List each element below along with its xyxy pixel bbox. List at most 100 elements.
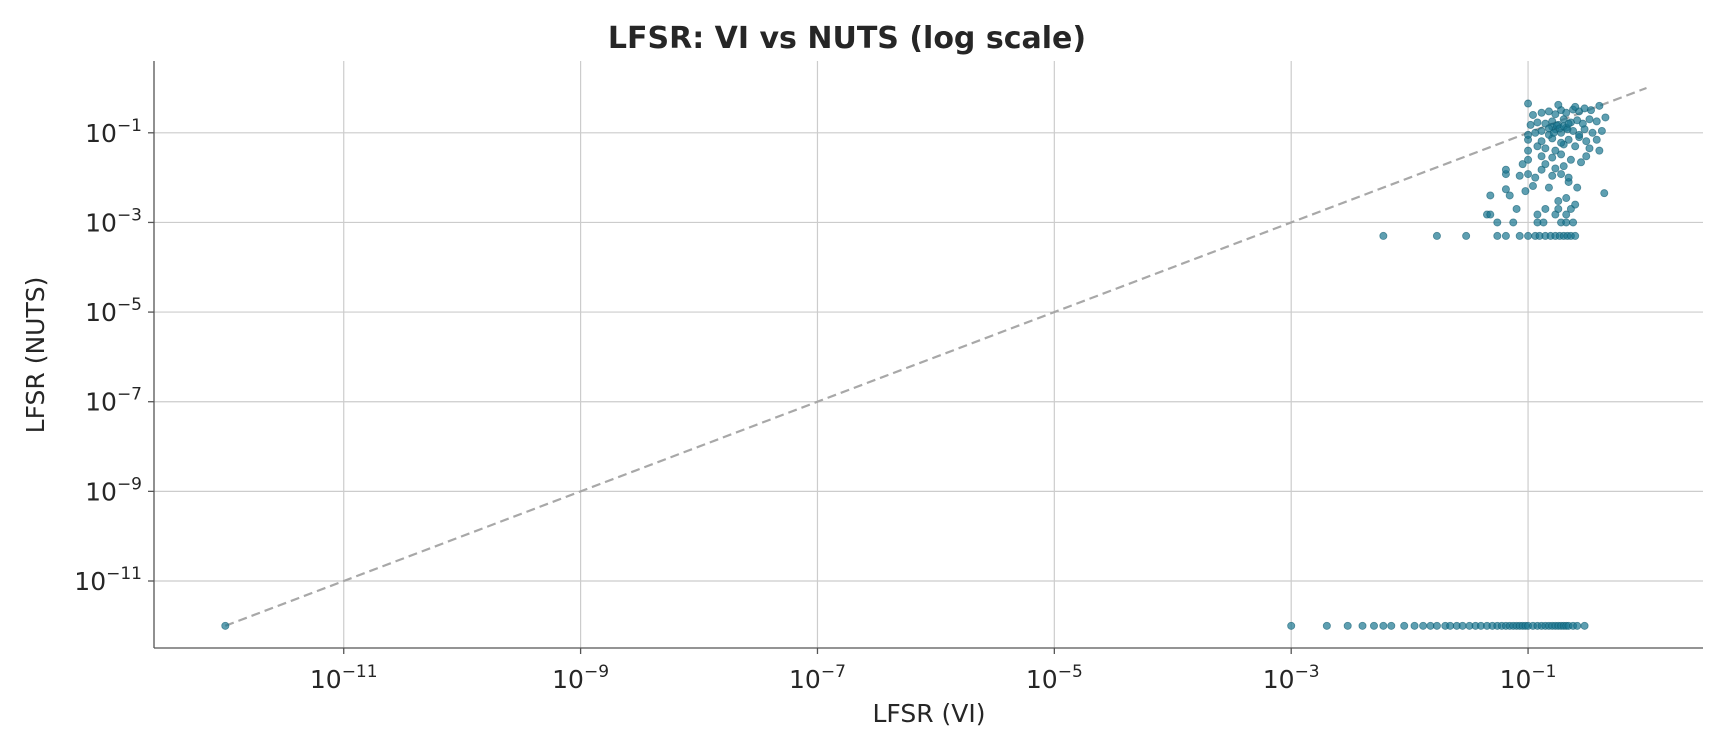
data-point <box>1537 165 1546 174</box>
y-tick-label: 10−9 <box>85 474 142 506</box>
x-tick-label: 10−3 <box>1263 662 1320 694</box>
data-point <box>1531 173 1540 182</box>
x-tick-label: 10−7 <box>789 662 846 694</box>
x-tick-base: 10 <box>310 665 342 694</box>
data-point <box>1582 152 1591 161</box>
data-point <box>1524 155 1533 164</box>
y-tick-base: 10 <box>85 298 117 327</box>
data-point <box>1577 158 1586 167</box>
data-point <box>1564 173 1573 182</box>
x-tick-base: 10 <box>1026 665 1058 694</box>
data-point <box>1493 231 1502 240</box>
data-point <box>1557 170 1566 179</box>
data-point <box>1544 124 1553 133</box>
data-point <box>1551 146 1560 155</box>
data-point <box>1518 160 1527 169</box>
data-point <box>1458 621 1467 630</box>
data-point <box>1578 119 1587 128</box>
data-point <box>1571 231 1580 240</box>
x-axis-ticks: 10−11 10−9 10−7 10−5 10−3 10−1 <box>310 648 1556 694</box>
data-point <box>1528 110 1537 119</box>
x-tick-exponent: −1 <box>1531 662 1556 682</box>
scatter-points <box>221 99 1610 630</box>
data-point <box>1526 120 1535 129</box>
y-tick-label: 10−5 <box>85 295 142 327</box>
data-point <box>1585 115 1594 124</box>
data-point <box>1569 218 1578 227</box>
y-tick-label: 10−3 <box>85 205 142 237</box>
data-point <box>1554 204 1563 213</box>
chart-title: LFSR: VI vs NUTS (log scale) <box>608 21 1086 56</box>
data-point <box>1400 621 1409 630</box>
data-point <box>1379 621 1388 630</box>
data-point <box>1505 191 1514 200</box>
data-point <box>1554 100 1563 109</box>
data-point <box>1369 621 1378 630</box>
y-tick-base: 10 <box>85 388 117 417</box>
data-point <box>1524 231 1533 240</box>
data-point <box>1600 189 1609 198</box>
data-point <box>1585 144 1594 153</box>
x-tick-label: 10−9 <box>552 662 609 694</box>
data-point <box>1537 137 1546 146</box>
data-point <box>1410 621 1419 630</box>
identity-reference-line <box>224 86 1647 627</box>
data-point <box>1524 170 1533 179</box>
data-point <box>1446 621 1455 630</box>
data-point <box>1580 621 1589 630</box>
y-tick-label: 10−1 <box>85 116 142 148</box>
data-point <box>1564 135 1573 144</box>
data-point <box>1592 135 1601 144</box>
data-point <box>1571 102 1580 111</box>
y-tick-base: 10 <box>74 567 106 596</box>
x-tick-base: 10 <box>1263 665 1295 694</box>
y-tick-base: 10 <box>85 477 117 506</box>
x-axis-label: LFSR (VI) <box>872 699 985 728</box>
data-point <box>1524 146 1533 155</box>
y-tick-base: 10 <box>85 208 117 237</box>
data-point <box>1432 231 1441 240</box>
data-point <box>1601 113 1610 122</box>
data-point <box>1287 621 1296 630</box>
x-tick-exponent: −9 <box>584 662 609 682</box>
data-point <box>1524 130 1533 139</box>
data-point <box>1551 164 1560 173</box>
y-axis-label: LFSR (NUTS) <box>21 277 50 434</box>
data-point <box>1539 218 1548 227</box>
data-point <box>1343 621 1352 630</box>
data-point <box>1557 150 1566 159</box>
y-tick-exponent: −11 <box>106 564 142 584</box>
data-point <box>1595 146 1604 155</box>
data-point <box>1551 110 1560 119</box>
data-point <box>1566 155 1575 164</box>
y-tick-exponent: −9 <box>117 474 142 494</box>
data-point <box>1501 231 1510 240</box>
data-point <box>1486 191 1495 200</box>
data-point <box>1562 218 1571 227</box>
data-point <box>1533 142 1542 151</box>
grid <box>154 61 1703 648</box>
x-tick-label: 10−5 <box>1026 662 1083 694</box>
data-point <box>1515 171 1524 180</box>
data-point <box>1515 231 1524 240</box>
data-point <box>1537 126 1546 135</box>
data-point <box>1592 117 1601 126</box>
axes-spines <box>153 61 1703 649</box>
x-tick-exponent: −5 <box>1058 662 1083 682</box>
y-tick-exponent: −3 <box>117 205 142 225</box>
data-point <box>1541 160 1550 169</box>
data-point <box>1575 130 1584 139</box>
data-point <box>221 621 230 630</box>
data-point <box>1419 621 1428 630</box>
data-point <box>1322 621 1331 630</box>
data-point <box>1521 187 1530 196</box>
data-point <box>1533 118 1542 127</box>
data-point <box>1358 621 1367 630</box>
data-point <box>1557 138 1566 147</box>
data-point <box>1559 162 1568 171</box>
data-point <box>1548 171 1557 180</box>
y-tick-base: 10 <box>85 119 117 148</box>
data-point <box>1597 126 1606 135</box>
x-tick-exponent: −3 <box>1295 662 1320 682</box>
